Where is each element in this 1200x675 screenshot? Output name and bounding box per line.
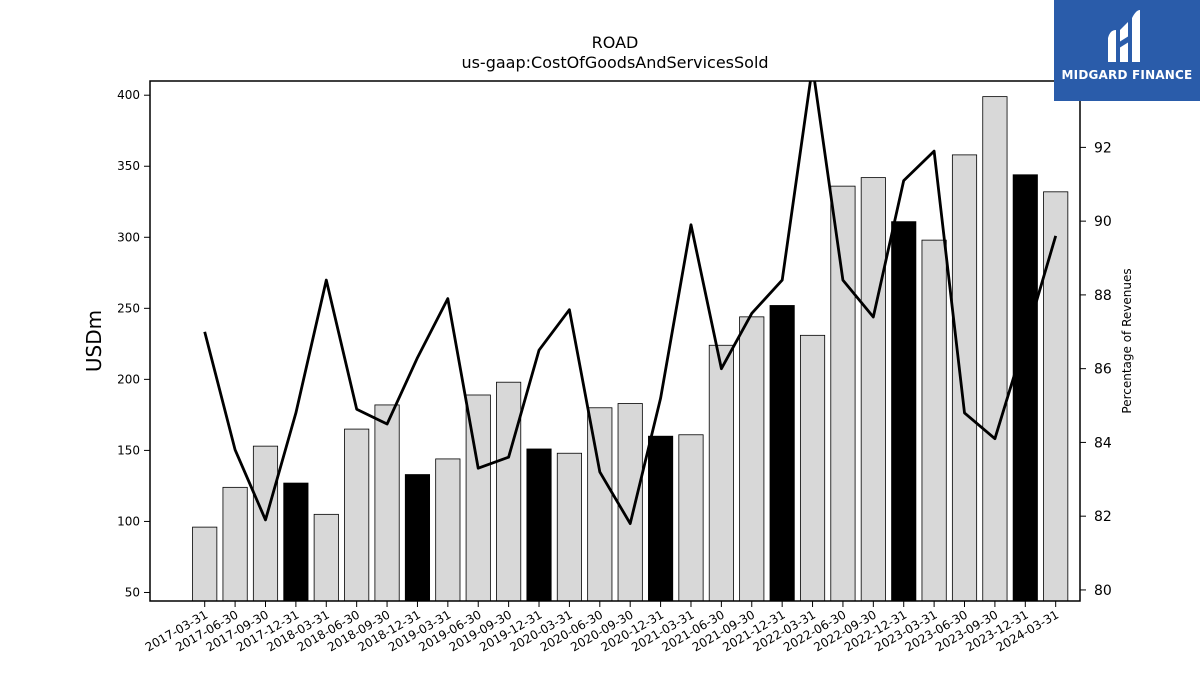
bar-2022-06-30 [830,185,856,602]
y-tick-label: 350 [117,159,140,173]
bar-2021-06-30 [708,344,734,602]
bar-2017-03-31 [192,526,218,602]
bar-2023-12-31 [1012,174,1038,602]
bar-2022-09-30 [860,177,886,602]
bar-2019-03-31 [435,458,461,602]
y2-tick-label: 90 [1094,214,1112,230]
chart-title: ROAD [592,33,639,52]
percentage-line [203,81,1058,525]
y-tick-label: 400 [117,88,140,102]
bar-2021-03-31 [678,434,704,602]
bar-2021-12-31 [769,305,795,602]
bar-2020-09-30 [617,403,643,602]
bar-2019-09-30 [496,381,522,602]
y2-tick-label: 88 [1094,288,1112,304]
y2-tick-label: 84 [1094,435,1112,451]
bar-2017-12-31 [283,482,309,602]
bars-layer [192,96,1069,602]
y-tick-label: 200 [117,372,140,386]
bar-2018-06-30 [344,428,370,602]
y2-tick-label: 80 [1094,583,1112,599]
y-tick-label: 100 [117,514,140,528]
y2-tick-label: 86 [1094,362,1112,378]
y-tick-label: 300 [117,230,140,244]
y2-tick-label: 82 [1094,509,1112,525]
bar-2018-03-31 [313,513,339,602]
y-left-axis: 50 100 150 200 250 300 350 400 [117,88,150,599]
midgard-logo-icon [1108,10,1140,62]
bar-2023-09-30 [982,96,1008,602]
y-tick-label: 50 [125,585,140,599]
bar-2017-06-30 [222,486,248,602]
y-right-axis: 80 82 84 86 88 90 92 [1080,140,1112,599]
bar-2024-03-31 [1043,191,1069,602]
y-axis-label: USDm [82,310,106,372]
bar-2018-12-31 [404,474,431,602]
bar-2019-12-31 [526,448,552,602]
y2-axis-label: Percentage of Revenues [1120,268,1134,413]
bar-2020-12-31 [648,435,674,602]
bar-2022-03-31 [799,334,826,602]
bar-2022-12-31 [891,221,917,602]
bar-2023-03-31 [921,239,947,602]
bar-2020-03-31 [556,452,582,602]
y-tick-label: 150 [117,443,140,457]
bar-2021-09-30 [739,316,765,602]
line-layer [203,81,1058,525]
brand-logo: MIDGARD FINANCE [1054,0,1200,101]
bar-2017-09-30 [252,445,279,602]
chart-subtitle: us-gaap:CostOfGoodsAndServicesSold [461,53,768,72]
bar-2023-06-30 [951,154,978,602]
x-axis: 2017-03-312017-06-302017-09-302017-12-31… [143,601,1061,654]
brand-name: MIDGARD FINANCE [1061,68,1193,82]
y2-tick-label: 92 [1094,140,1112,156]
plot-frame [149,80,1081,602]
bar-2020-06-30 [587,407,613,602]
bar-2018-09-30 [374,404,400,602]
y-tick-label: 250 [117,301,140,315]
